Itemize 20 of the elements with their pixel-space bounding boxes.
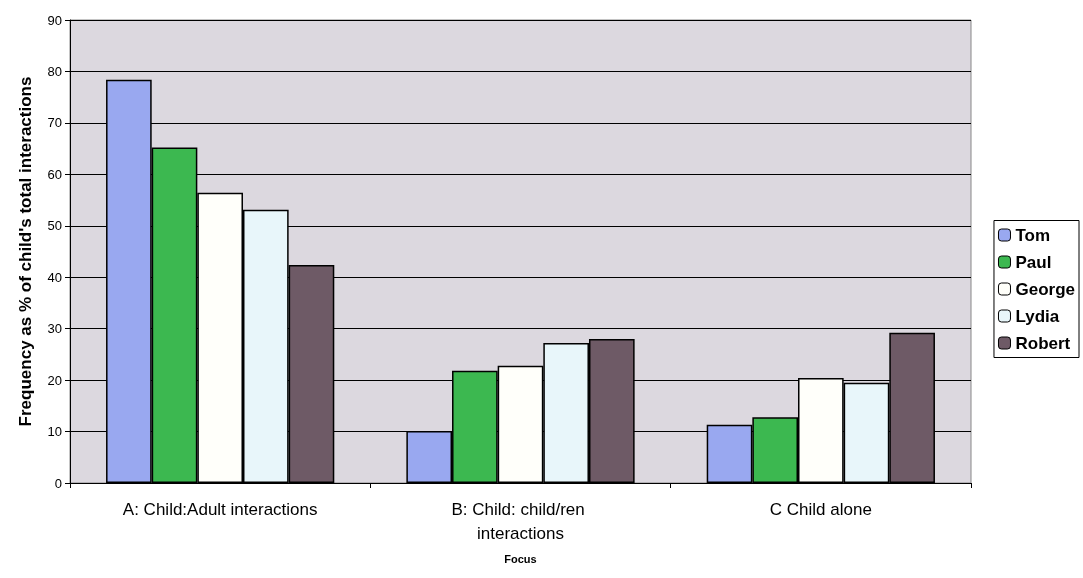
y-tick-label: 90: [47, 12, 62, 28]
x-tick-label: B: Child: child/ren interactions: [451, 499, 590, 543]
legend-label: Paul: [1015, 252, 1052, 272]
y-tick-label: 10: [47, 424, 62, 440]
x-tick-label: C Child alone: [769, 499, 872, 519]
y-tick-label: 70: [47, 115, 62, 131]
y-tick-label: 30: [47, 321, 62, 337]
y-tick-label: 20: [47, 372, 62, 388]
legend-label: Robert: [1015, 333, 1071, 353]
x-axis-title: Focus: [504, 552, 537, 565]
y-tick-label: 40: [47, 269, 62, 285]
y-axis-title: Frequency as % of child's total interactions: [16, 76, 35, 427]
y-tick-label: 60: [47, 166, 62, 182]
y-tick-label: 80: [47, 63, 62, 79]
y-tick-label: 0: [54, 475, 62, 491]
x-tick-label: A: Child:Adult interactions: [122, 499, 318, 519]
legend-label: Lydia: [1015, 306, 1060, 326]
y-tick-label: 50: [47, 218, 62, 234]
legend-label: George: [1015, 279, 1076, 299]
legend-label: Tom: [1015, 225, 1051, 245]
